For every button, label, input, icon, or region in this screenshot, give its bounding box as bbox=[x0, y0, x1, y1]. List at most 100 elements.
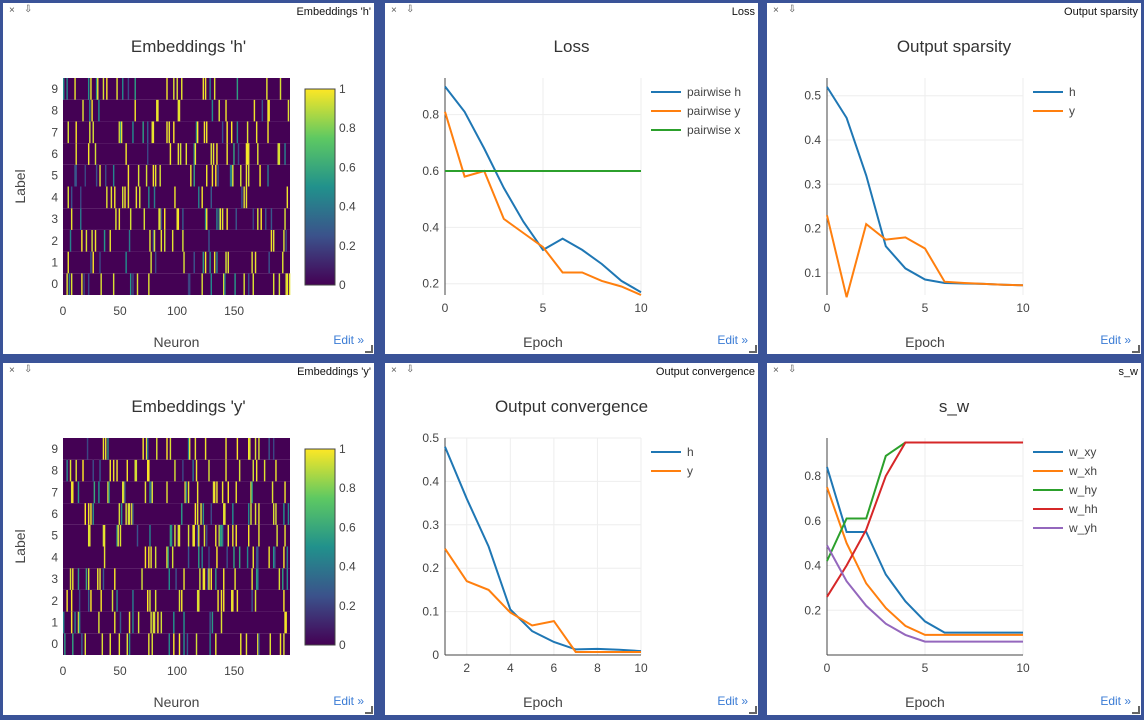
x-tick-label: 0 bbox=[824, 661, 831, 675]
y-tick-label: 0.6 bbox=[422, 164, 439, 178]
heatmap-cell bbox=[69, 229, 72, 252]
download-icon[interactable]: ⇩ bbox=[24, 364, 33, 375]
close-icon[interactable]: × bbox=[391, 5, 397, 16]
x-tick-label: 6 bbox=[551, 661, 558, 675]
heatmap-cell bbox=[254, 251, 257, 274]
y-tick-label: 0.3 bbox=[422, 518, 439, 532]
heatmap-cell bbox=[268, 546, 270, 569]
heatmap-cell bbox=[156, 438, 158, 460]
heatmap-cell bbox=[149, 229, 151, 252]
heatmap-cell bbox=[122, 78, 124, 100]
y-tick-label: 3 bbox=[51, 572, 58, 586]
heatmap-cell bbox=[181, 78, 183, 100]
heatmap-cell bbox=[287, 99, 290, 122]
x-tick-label: 0 bbox=[60, 304, 67, 318]
resize-handle-icon[interactable] bbox=[365, 706, 373, 714]
legend-label[interactable]: pairwise x bbox=[687, 123, 740, 137]
heatmap-cell bbox=[261, 99, 264, 122]
download-icon[interactable]: ⇩ bbox=[406, 364, 415, 375]
heatmap-cell bbox=[210, 568, 212, 590]
download-icon[interactable]: ⇩ bbox=[788, 364, 797, 375]
download-icon[interactable]: ⇩ bbox=[788, 4, 797, 15]
heatmap-cell bbox=[154, 251, 157, 274]
pane-title-bar: × ⇩ Loss bbox=[385, 3, 758, 21]
line-chart-svg: 0.1 0.2 0.3 0.4 0.5 0 5 10 Epoch hy bbox=[804, 78, 1076, 350]
y-tick-label: 2 bbox=[51, 594, 58, 608]
heatmap-cell bbox=[137, 164, 140, 187]
heatmap-cell bbox=[144, 546, 147, 569]
heatmap-cell bbox=[185, 143, 188, 165]
heatmap-cell bbox=[187, 438, 190, 460]
heatmap-cell bbox=[74, 611, 76, 634]
legend-label[interactable]: h bbox=[1069, 85, 1076, 99]
heatmap-cell bbox=[285, 273, 287, 295]
heatmap-row bbox=[63, 186, 290, 209]
edit-link[interactable]: Edit » bbox=[717, 694, 748, 708]
colorbar-tick-label: 0.6 bbox=[339, 520, 356, 534]
resize-handle-icon[interactable] bbox=[749, 706, 757, 714]
edit-link[interactable]: Edit » bbox=[333, 333, 364, 347]
legend-label[interactable]: w_hy bbox=[1068, 483, 1097, 497]
resize-handle-icon[interactable] bbox=[1132, 706, 1140, 714]
close-icon[interactable]: × bbox=[773, 5, 779, 16]
heatmap-cell bbox=[241, 186, 243, 209]
x-tick-label: 50 bbox=[113, 304, 127, 318]
pane-s-w: × ⇩ s_w s_w Edit » 0.2 0.4 0.6 0.8 0 5 10 Epoch w_xy w… bbox=[767, 363, 1141, 715]
heatmap-cell bbox=[109, 459, 111, 482]
heatmap-cell bbox=[248, 164, 250, 187]
heatmap-cell bbox=[279, 633, 282, 655]
heatmap-cell bbox=[177, 143, 180, 165]
resize-handle-icon[interactable] bbox=[1132, 345, 1140, 353]
heatmap-cell bbox=[194, 503, 197, 525]
heatmap-cell bbox=[283, 503, 285, 525]
heatmap-cell bbox=[132, 589, 134, 612]
heatmap-cell bbox=[209, 633, 211, 655]
heatmap-cell bbox=[207, 568, 209, 590]
heatmap-cell bbox=[70, 611, 73, 634]
heatmap-cell bbox=[100, 589, 102, 612]
edit-link[interactable]: Edit » bbox=[717, 333, 748, 347]
heatmap-cell bbox=[75, 143, 77, 165]
heatmap-cell bbox=[152, 611, 155, 634]
heatmap-cell bbox=[265, 208, 267, 230]
heatmap-cell bbox=[135, 459, 138, 482]
close-icon[interactable]: × bbox=[391, 365, 397, 376]
edit-link[interactable]: Edit » bbox=[1100, 694, 1131, 708]
resize-handle-icon[interactable] bbox=[365, 345, 373, 353]
y-tick-label: 0.4 bbox=[422, 474, 439, 488]
legend-label[interactable]: w_yh bbox=[1068, 521, 1097, 535]
heatmap-cell bbox=[95, 164, 98, 187]
legend-label[interactable]: w_xh bbox=[1068, 464, 1097, 478]
y-tick-label: 4 bbox=[51, 190, 58, 204]
y-tick-label: 5 bbox=[51, 169, 58, 183]
download-icon[interactable]: ⇩ bbox=[406, 4, 415, 15]
legend-label[interactable]: w_hh bbox=[1068, 502, 1098, 516]
edit-link[interactable]: Edit » bbox=[333, 694, 364, 708]
heatmap-cell bbox=[221, 121, 224, 144]
heatmap-cell bbox=[275, 459, 277, 482]
heatmap-cell bbox=[97, 568, 99, 590]
legend-label[interactable]: h bbox=[687, 445, 694, 459]
legend-label[interactable]: y bbox=[1069, 104, 1075, 118]
heatmap-cell bbox=[70, 481, 73, 504]
heatmap-svg: 0 1 2 3 4 5 6 7 8 9 0 50 100 150 Neuron Label 0 0.2 0.4 0.6… bbox=[12, 438, 356, 710]
line-chart-svg: 0.2 0.4 0.6 0.8 0 5 10 Epoch w_xy w_xh w_hy w_hh w_y… bbox=[804, 438, 1098, 710]
close-icon[interactable]: × bbox=[773, 365, 779, 376]
download-icon[interactable]: ⇩ bbox=[24, 4, 33, 15]
legend-label[interactable]: y bbox=[687, 464, 693, 478]
legend-label[interactable]: pairwise h bbox=[687, 85, 741, 99]
colorbar-tick-label: 0.2 bbox=[339, 239, 356, 253]
heatmap-cell bbox=[129, 273, 132, 295]
edit-link[interactable]: Edit » bbox=[1100, 333, 1131, 347]
legend-label[interactable]: w_xy bbox=[1068, 445, 1096, 459]
close-icon[interactable]: × bbox=[9, 5, 15, 16]
close-icon[interactable]: × bbox=[9, 365, 15, 376]
heatmap-cell bbox=[286, 273, 289, 295]
resize-handle-icon[interactable] bbox=[749, 345, 757, 353]
legend-label[interactable]: pairwise y bbox=[687, 104, 740, 118]
heatmap-cell bbox=[77, 481, 80, 504]
heatmap-cell bbox=[169, 438, 172, 460]
heatmap-cell bbox=[283, 589, 285, 612]
heatmap-cell bbox=[132, 121, 134, 144]
heatmap-cell bbox=[198, 524, 200, 547]
